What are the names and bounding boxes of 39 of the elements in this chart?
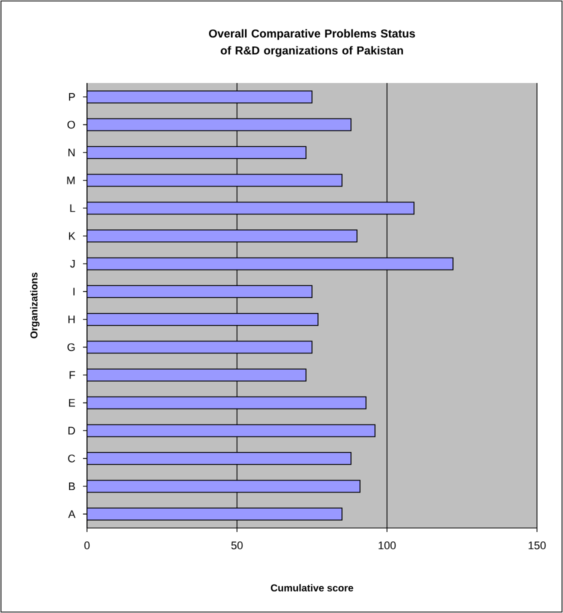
bar — [87, 396, 366, 410]
bar — [87, 368, 306, 382]
x-tick-label: 100 — [378, 542, 396, 550]
y-tick-label: H — [68, 316, 75, 324]
y-tick-label: B — [69, 482, 75, 490]
y-tick-label: G — [68, 343, 75, 352]
bar — [87, 424, 376, 438]
chart-title: Overall Comparative Problems Status of R&D organizations of Pakistan — [208, 29, 415, 57]
y-axis-title: Organizations — [30, 272, 40, 338]
bar — [87, 340, 312, 354]
bar — [87, 257, 454, 270]
bar — [87, 480, 360, 493]
y-tick-label: N — [68, 148, 75, 156]
bar — [87, 312, 318, 326]
y-tick-label: I — [73, 288, 74, 296]
y-tick-label: J — [70, 260, 75, 268]
y-tick-label: A — [68, 510, 76, 518]
y-tick-label: F — [70, 371, 76, 379]
bar — [87, 508, 342, 521]
y-tick-label: L — [70, 204, 76, 212]
y-tick-label: K — [69, 232, 76, 240]
x-axis-title: Cumulative score — [270, 584, 354, 592]
bar — [87, 174, 342, 187]
bar — [87, 452, 352, 465]
bar — [87, 146, 306, 159]
y-tick-label: P — [69, 93, 75, 101]
y-tick-label: E — [69, 399, 75, 407]
x-tick-label: 50 — [231, 542, 243, 550]
y-tick-label: O — [67, 120, 75, 129]
bar — [87, 118, 352, 132]
y-tick-label: D — [68, 426, 75, 434]
bar — [87, 230, 358, 242]
x-tick-label: 150 — [528, 542, 546, 550]
y-tick-label: C — [68, 454, 76, 462]
bar — [87, 202, 414, 215]
y-tick-label: M — [67, 176, 75, 184]
bar — [87, 285, 312, 298]
bar — [87, 90, 312, 104]
x-tick-label: 0 — [84, 542, 90, 550]
